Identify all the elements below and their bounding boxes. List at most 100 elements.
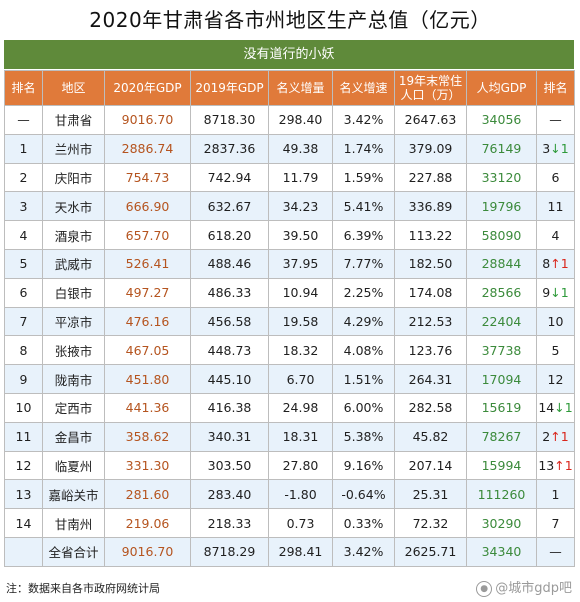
cell-per-capita-gdp: 28844 bbox=[466, 248, 537, 279]
cell-region: 定西市 bbox=[42, 392, 105, 423]
cell-population: 336.89 bbox=[394, 191, 467, 222]
rank-down-arrow: ↓1 bbox=[550, 141, 569, 157]
cell-gdp-2020: 526.41 bbox=[104, 248, 191, 279]
cell-per-capita-rank: 5 bbox=[536, 335, 575, 366]
cell-gdp-2019: 8718.29 bbox=[190, 536, 269, 567]
cell-gdp-2020: 657.70 bbox=[104, 220, 191, 250]
cell-nominal-increase: -1.80 bbox=[268, 479, 333, 510]
cell-per-capita-gdp: 111260 bbox=[466, 479, 537, 510]
cell-per-capita-gdp: 33120 bbox=[466, 162, 537, 193]
cell-rank: 4 bbox=[4, 220, 43, 250]
cell-per-capita-gdp: 37738 bbox=[466, 335, 537, 366]
cell-gdp-2019: 283.40 bbox=[190, 479, 269, 510]
gdp-table: 排名 地区 2020年GDP 2019年GDP 名义增量 名义增速 19年末常住… bbox=[4, 70, 575, 567]
cell-population: 227.88 bbox=[394, 162, 467, 193]
cell-rank: 6 bbox=[4, 277, 43, 308]
cell-nominal-increase: 19.58 bbox=[268, 306, 333, 337]
table-row: 10 定西市 441.36 416.38 24.98 6.00% 282.58 15619 14… bbox=[4, 392, 575, 423]
table-row: 14 甘南州 219.06 218.33 0.73 0.33% 72.32 30290 7 bbox=[4, 508, 575, 538]
cell-population: 174.08 bbox=[394, 277, 467, 308]
header-per-capita-gdp: 人均GDP bbox=[466, 70, 537, 106]
per-capita-rank-value: 9 bbox=[542, 285, 551, 301]
cell-nominal-growth: 2.25% bbox=[332, 277, 395, 308]
cell-rank: 5 bbox=[4, 248, 43, 279]
weibo-logo-icon: ● bbox=[476, 581, 493, 597]
cell-population: 282.58 bbox=[394, 392, 467, 423]
cell-rank: 2 bbox=[4, 162, 43, 193]
cell-region: 平凉市 bbox=[42, 306, 105, 337]
table-row: 3 天水市 666.90 632.67 34.23 5.41% 336.89 19796 11 bbox=[4, 191, 575, 222]
cell-nominal-growth: 5.38% bbox=[332, 421, 395, 452]
cell-gdp-2019: 8718.30 bbox=[190, 105, 269, 135]
cell-nominal-growth: 4.08% bbox=[332, 335, 395, 366]
cell-region: 天水市 bbox=[42, 191, 105, 222]
subtitle-banner: 没有道行的小妖 bbox=[4, 40, 574, 69]
cell-region: 武威市 bbox=[42, 248, 105, 279]
per-capita-rank-value: — bbox=[549, 112, 562, 128]
cell-per-capita-gdp: 58090 bbox=[466, 220, 537, 250]
cell-gdp-2020: 451.80 bbox=[104, 364, 191, 394]
cell-per-capita-gdp: 17094 bbox=[466, 364, 537, 394]
cell-nominal-increase: 39.50 bbox=[268, 220, 333, 250]
cell-gdp-2020: 219.06 bbox=[104, 508, 191, 538]
cell-per-capita-rank: 9↓1 bbox=[536, 277, 575, 308]
cell-nominal-growth: 4.29% bbox=[332, 306, 395, 337]
cell-population: 182.50 bbox=[394, 248, 467, 279]
cell-nominal-growth: 9.16% bbox=[332, 450, 395, 481]
table-row: 2 庆阳市 754.73 742.94 11.79 1.59% 227.88 33120 6 bbox=[4, 162, 575, 193]
cell-per-capita-rank: 11 bbox=[536, 191, 575, 222]
header-gdp-2019: 2019年GDP bbox=[190, 70, 269, 106]
cell-per-capita-rank: 3↓1 bbox=[536, 133, 575, 164]
cell-per-capita-gdp: 28566 bbox=[466, 277, 537, 308]
cell-population: 123.76 bbox=[394, 335, 467, 366]
rank-down-arrow: ↓1 bbox=[554, 400, 573, 416]
cell-rank: 8 bbox=[4, 335, 43, 366]
cell-population: 207.14 bbox=[394, 450, 467, 481]
cell-per-capita-rank: 2↑1 bbox=[536, 421, 575, 452]
cell-nominal-growth: 1.74% bbox=[332, 133, 395, 164]
cell-rank: 12 bbox=[4, 450, 43, 481]
cell-per-capita-rank: 4 bbox=[536, 220, 575, 250]
per-capita-rank-value: 7 bbox=[551, 515, 560, 531]
cell-nominal-increase: 37.95 bbox=[268, 248, 333, 279]
cell-nominal-growth: 3.42% bbox=[332, 105, 395, 135]
cell-per-capita-rank: — bbox=[536, 105, 575, 135]
cell-region: 嘉峪关市 bbox=[42, 479, 105, 510]
cell-rank: 10 bbox=[4, 392, 43, 423]
cell-gdp-2020: 754.73 bbox=[104, 162, 191, 193]
cell-gdp-2019: 742.94 bbox=[190, 162, 269, 193]
cell-rank: 14 bbox=[4, 508, 43, 538]
cell-region: 甘南州 bbox=[42, 508, 105, 538]
cell-gdp-2019: 218.33 bbox=[190, 508, 269, 538]
cell-population: 379.09 bbox=[394, 133, 467, 164]
table-row: 7 平凉市 476.16 456.58 19.58 4.29% 212.53 22404 10 bbox=[4, 306, 575, 337]
cell-nominal-growth: 3.42% bbox=[332, 536, 395, 567]
cell-region: 临夏州 bbox=[42, 450, 105, 481]
per-capita-rank-value: — bbox=[549, 544, 562, 560]
per-capita-rank-value: 3 bbox=[542, 141, 551, 157]
watermark: ● @城市gdp吧 bbox=[476, 580, 572, 598]
per-capita-rank-value: 4 bbox=[551, 227, 560, 243]
cell-gdp-2019: 632.67 bbox=[190, 191, 269, 222]
cell-nominal-growth: 7.77% bbox=[332, 248, 395, 279]
cell-population: 45.82 bbox=[394, 421, 467, 452]
cell-per-capita-gdp: 22404 bbox=[466, 306, 537, 337]
per-capita-rank-value: 8 bbox=[542, 256, 551, 272]
cell-region: 兰州市 bbox=[42, 133, 105, 164]
per-capita-rank-value: 2 bbox=[542, 429, 551, 445]
cell-population: 2625.71 bbox=[394, 536, 467, 567]
cell-gdp-2019: 445.10 bbox=[190, 364, 269, 394]
cell-rank: — bbox=[4, 105, 43, 135]
cell-population: 25.31 bbox=[394, 479, 467, 510]
cell-per-capita-gdp: 34340 bbox=[466, 536, 537, 567]
cell-gdp-2019: 416.38 bbox=[190, 392, 269, 423]
cell-gdp-2020: 666.90 bbox=[104, 191, 191, 222]
cell-rank bbox=[4, 536, 43, 567]
header-population: 19年末常住人口（万） bbox=[394, 70, 467, 106]
per-capita-rank-value: 6 bbox=[551, 169, 560, 185]
cell-gdp-2019: 2837.36 bbox=[190, 133, 269, 164]
cell-population: 212.53 bbox=[394, 306, 467, 337]
cell-population: 264.31 bbox=[394, 364, 467, 394]
table-row: 8 张掖市 467.05 448.73 18.32 4.08% 123.76 37738 5 bbox=[4, 335, 575, 366]
cell-gdp-2020: 467.05 bbox=[104, 335, 191, 366]
